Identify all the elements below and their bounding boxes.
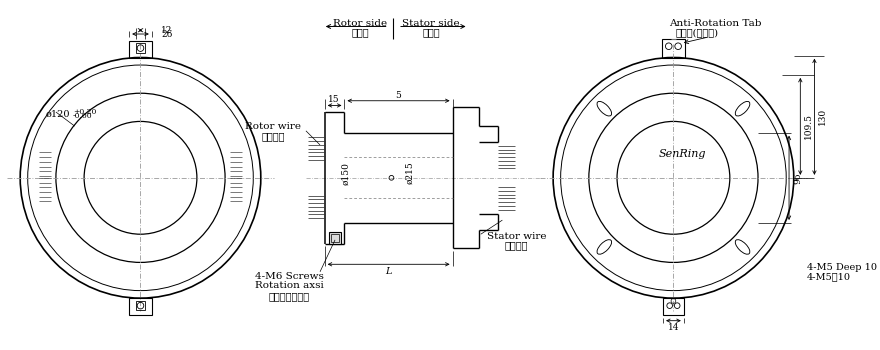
Text: ø120: ø120 (46, 110, 70, 118)
Bar (129, 298, 151, 315)
Bar (129, 41, 151, 57)
Text: Rotor side: Rotor side (334, 19, 387, 28)
Bar (329, 232, 341, 244)
Text: 96: 96 (793, 172, 802, 183)
Text: Stator side: Stator side (402, 19, 459, 28)
Text: 4-M5 Deep 10: 4-M5 Deep 10 (807, 262, 876, 272)
Text: 转子边: 转子边 (352, 29, 370, 37)
Text: Stator wire: Stator wire (487, 232, 546, 240)
Text: Anti-Rotation Tab: Anti-Rotation Tab (670, 19, 762, 28)
Bar (664, 298, 684, 315)
Text: 定子出线: 定子出线 (505, 241, 528, 250)
Text: 4-M6 Screws: 4-M6 Screws (254, 272, 324, 281)
Text: ø215: ø215 (406, 162, 414, 184)
Bar (331, 234, 339, 242)
Text: 12: 12 (161, 26, 172, 35)
Text: SenRing: SenRing (659, 149, 707, 159)
Text: +0.20: +0.20 (73, 108, 96, 116)
Text: 5: 5 (395, 91, 401, 100)
Text: 15: 15 (328, 95, 340, 104)
Text: 转子螺钉固定孔: 转子螺钉固定孔 (268, 292, 310, 301)
Bar (136, 301, 145, 310)
Text: 14: 14 (668, 323, 679, 332)
Bar (136, 43, 145, 53)
Text: 止转片(可调节): 止转片(可调节) (676, 29, 718, 37)
Text: ø150: ø150 (341, 162, 350, 184)
Text: 定子边: 定子边 (422, 29, 440, 37)
Text: 109.5: 109.5 (804, 113, 813, 139)
Text: 26: 26 (161, 29, 172, 38)
Text: 转子出线: 转子出线 (261, 132, 285, 141)
Text: L: L (385, 267, 392, 276)
Text: Rotation axsi: Rotation axsi (254, 281, 323, 290)
Bar (662, 39, 685, 57)
Text: 4-M5深10: 4-M5深10 (807, 272, 851, 281)
Text: Rotor wire: Rotor wire (245, 121, 301, 131)
Text: -0.00: -0.00 (73, 112, 92, 120)
Text: 130: 130 (818, 108, 827, 125)
